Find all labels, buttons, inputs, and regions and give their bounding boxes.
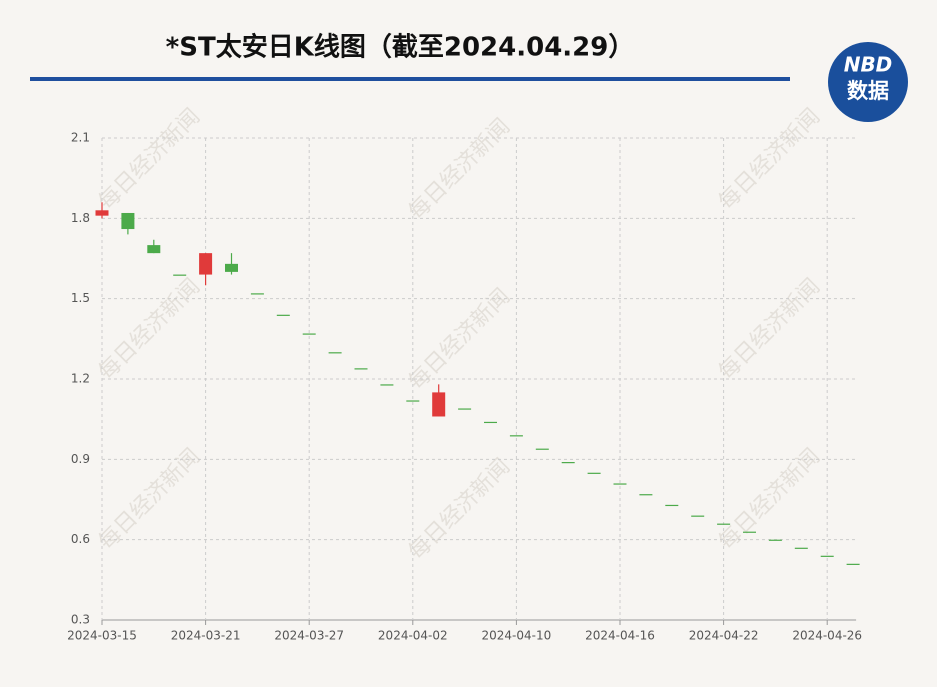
candle-body (199, 253, 213, 275)
candle-body (406, 400, 420, 402)
candle-body (276, 314, 290, 316)
candle-body (484, 421, 497, 424)
candle-body (458, 408, 472, 410)
candle-body (173, 274, 187, 276)
logo-text: NBD (844, 53, 893, 77)
candle-body (665, 504, 679, 507)
x-tick-label: 2024-04-02 (378, 629, 448, 643)
candle-body (691, 515, 705, 517)
candle-body (743, 531, 756, 533)
candle-body (432, 392, 446, 417)
candle-body (95, 210, 109, 216)
chart-title: *ST太安日K线图（截至2024.04.29） (166, 33, 635, 63)
x-tick-label: 2024-04-10 (482, 629, 552, 643)
y-tick-label: 2.1 (71, 131, 90, 145)
candle-body (587, 472, 601, 474)
y-tick-label: 1.8 (71, 211, 90, 225)
logo (828, 42, 908, 122)
y-tick-label: 0.6 (71, 532, 90, 546)
x-tick-label: 2024-04-26 (792, 629, 862, 643)
x-tick-label: 2024-04-22 (689, 629, 759, 643)
y-tick-label: 0.9 (71, 452, 90, 466)
candle-body (768, 539, 782, 541)
candle-body (509, 435, 523, 437)
candle-body (354, 368, 368, 370)
candle-body (250, 293, 264, 295)
candle-body (380, 384, 394, 386)
candle-body (225, 263, 238, 272)
x-tick-label: 2024-03-21 (171, 629, 241, 643)
title-rule (30, 77, 790, 81)
candle-body (328, 352, 342, 354)
candle-body (147, 245, 161, 254)
candle-body (302, 333, 316, 335)
candle-body (535, 448, 549, 450)
y-tick-label: 1.5 (71, 291, 90, 305)
candle-body (561, 462, 575, 464)
y-tick-label: 1.2 (71, 372, 90, 386)
candle-body (820, 555, 834, 557)
candle-body (846, 563, 860, 565)
x-tick-label: 2024-04-16 (585, 629, 655, 643)
candle-body (613, 483, 627, 485)
x-tick-label: 2024-03-15 (67, 629, 137, 643)
candle-body (794, 547, 808, 549)
candle-body (639, 494, 653, 496)
y-tick-label: 0.3 (71, 613, 90, 627)
logo-text: 数据 (847, 79, 889, 103)
candle-body (121, 212, 135, 230)
x-tick-label: 2024-03-27 (274, 629, 344, 643)
candle-body (717, 523, 731, 525)
